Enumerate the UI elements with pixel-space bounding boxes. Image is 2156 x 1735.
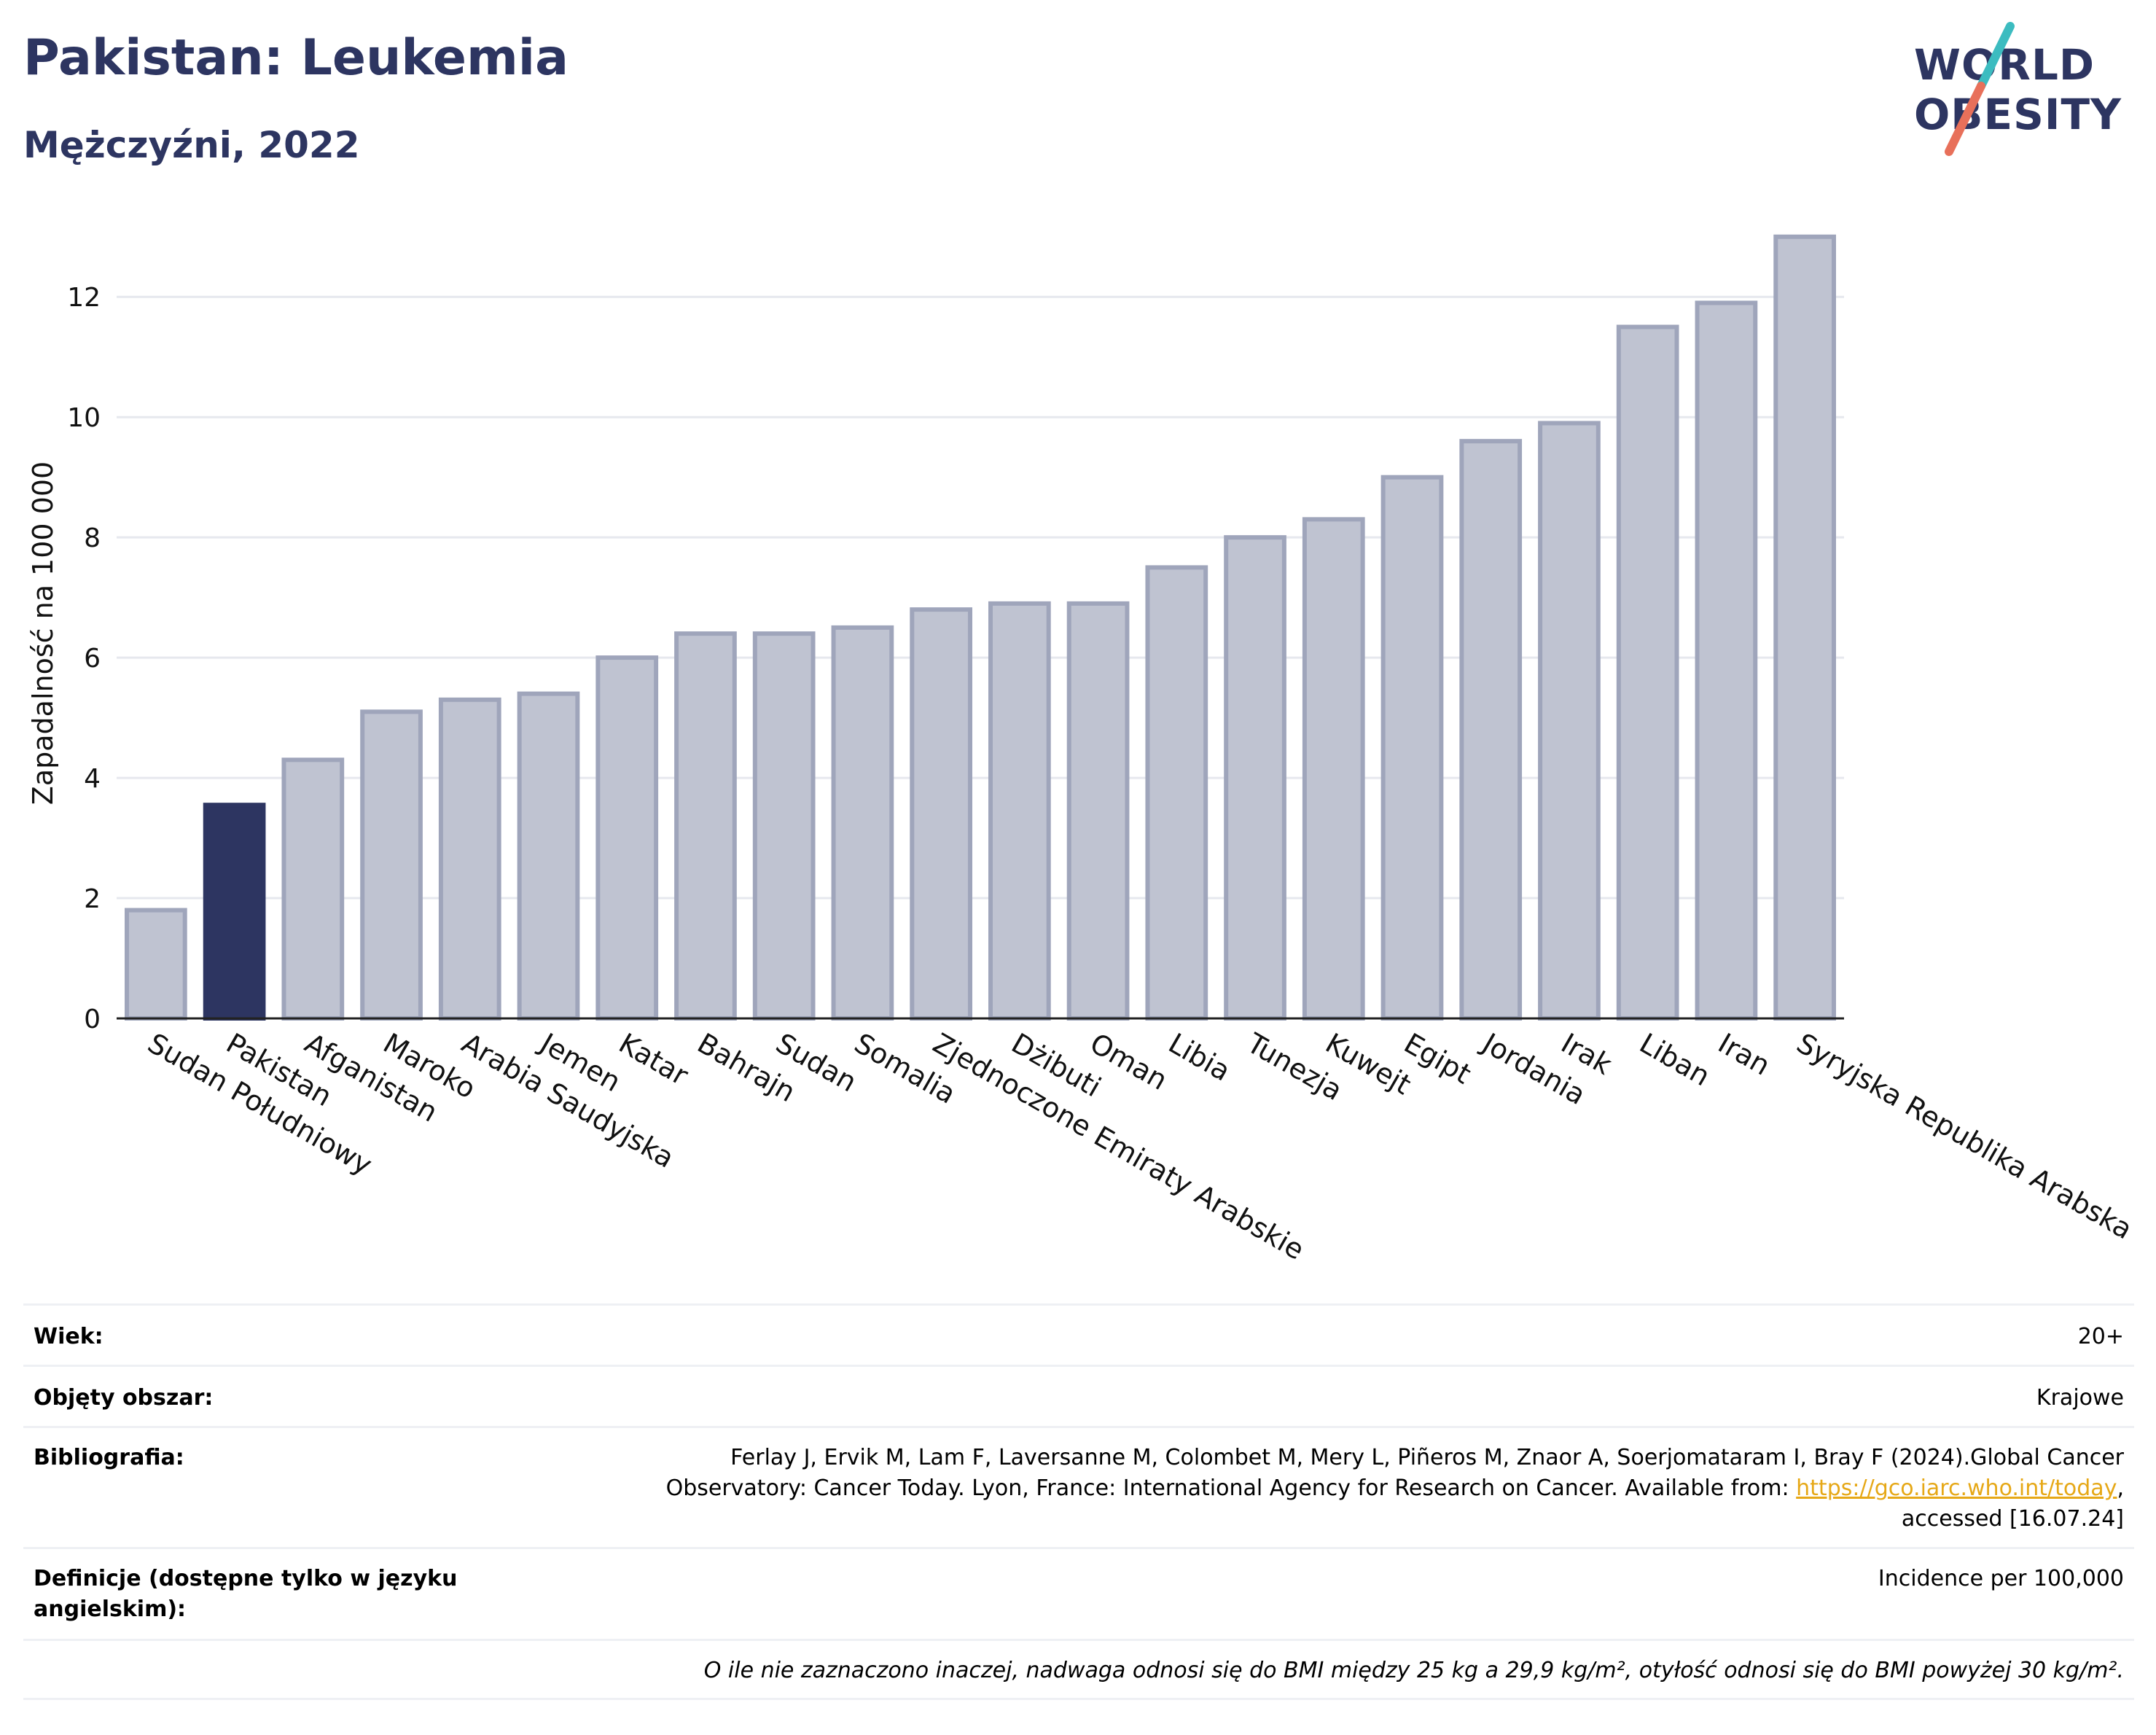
bar-chart: 0 2 4 6 8 10 12 Sudan PołudniowyPakistanAfgani… [27, 234, 2138, 1266]
y-tick-label-6: 12 [67, 283, 101, 313]
meta-age-value: 20+ [2077, 1324, 2124, 1349]
x-tick-label-19: Liban [1634, 1027, 1715, 1093]
x-tick-label-6: Katar [614, 1027, 694, 1092]
bar-15 [1302, 517, 1365, 1021]
bar-13 [1145, 565, 1208, 1021]
x-tick-label-21: Syryjska Republika Arabska [1792, 1027, 2138, 1246]
y-tick-label-2: 4 [84, 764, 101, 794]
bar-4 [438, 697, 501, 1021]
bar-6 [595, 655, 659, 1021]
metadata-table: Wiek: 20+ Objęty obszar: Krajowe Bibliog… [23, 1303, 2134, 1700]
y-tick-label-4: 8 [84, 523, 101, 553]
world-obesity-logo: WORLD OBESITY [1895, 20, 2143, 159]
bar-2 [281, 757, 345, 1021]
y-tick-label-5: 10 [67, 403, 101, 433]
meta-def-value: Incidence per 100,000 [1878, 1566, 2124, 1591]
x-tick-label-13: Libia [1163, 1027, 1236, 1088]
y-tick-label-1: 2 [84, 884, 101, 914]
logo-line1: WORLD [1914, 40, 2096, 90]
biblio-line2-end: , [2117, 1475, 2124, 1501]
chart-bars [125, 234, 1836, 1021]
meta-biblio-label: Bibliografia: [34, 1445, 184, 1470]
bar-5 [517, 691, 580, 1021]
meta-row-area: Objęty obszar: Krajowe [23, 1365, 2134, 1426]
bar-12 [1066, 601, 1130, 1021]
biblio-line3: accessed [16.07.24] [1901, 1506, 2124, 1532]
meta-row-note: O ile nie zaznaczono inaczej, nadwaga od… [23, 1639, 2134, 1700]
bar-21 [1773, 234, 1836, 1021]
bar-1 [203, 803, 266, 1021]
meta-def-label: Definicje (dostępne tylko w języku angie… [34, 1566, 458, 1622]
bar-16 [1380, 475, 1444, 1021]
y-tick-label-3: 6 [84, 644, 101, 674]
meta-area-value: Krajowe [2036, 1385, 2124, 1411]
bar-11 [988, 601, 1051, 1021]
bar-18 [1538, 421, 1601, 1021]
bar-19 [1616, 324, 1679, 1021]
meta-row-age: Wiek: 20+ [23, 1303, 2134, 1365]
biblio-line2: Observatory: Cancer Today. Lyon, France:… [665, 1475, 1797, 1501]
biblio-link[interactable]: https://gco.iarc.who.int/today [1796, 1475, 2117, 1501]
x-tick-label-20: Iran [1713, 1027, 1776, 1082]
bar-14 [1224, 535, 1286, 1021]
bar-9 [831, 625, 894, 1021]
meta-biblio-value: Ferlay J, Ervik M, Lam F, Laversanne M, … [485, 1443, 2134, 1535]
bar-17 [1459, 439, 1523, 1021]
y-axis-ticks: 0 2 4 6 8 10 12 [67, 283, 101, 1034]
biblio-line1: Ferlay J, Ervik M, Lam F, Laversanne M, … [730, 1445, 2124, 1470]
y-tick-label-0: 0 [84, 1005, 101, 1034]
meta-area-label: Objęty obszar: [34, 1385, 214, 1411]
page-subtitle: Mężczyźni, 2022 [23, 124, 360, 166]
logo-slash-icon [1945, 22, 2015, 156]
logo-line2: OBESITY [1914, 90, 2122, 139]
bar-3 [360, 709, 423, 1021]
bar-8 [752, 631, 816, 1021]
meta-age-label: Wiek: [34, 1324, 103, 1349]
meta-note: O ile nie zaznaczono inaczej, nadwaga od… [703, 1658, 2124, 1683]
page-title: Pakistan: Leukemia [23, 29, 569, 87]
bar-0 [125, 908, 187, 1021]
bar-10 [910, 607, 972, 1021]
meta-row-definitions: Definicje (dostępne tylko w języku angie… [23, 1547, 2134, 1639]
bar-7 [674, 631, 737, 1021]
y-axis-label: Zapadalność na 100 000 [27, 461, 59, 805]
x-axis-labels: Sudan PołudniowyPakistanAfganistanMaroko… [142, 1026, 2138, 1266]
meta-row-bibliography: Bibliografia: Ferlay J, Ervik M, Lam F, … [23, 1426, 2134, 1547]
bar-20 [1695, 300, 1758, 1021]
